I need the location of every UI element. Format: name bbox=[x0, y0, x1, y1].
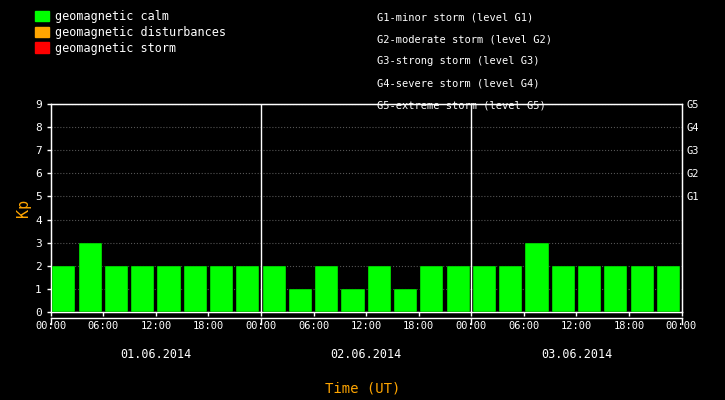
Bar bbox=[604, 266, 627, 312]
Y-axis label: Kp: Kp bbox=[16, 199, 30, 217]
Bar bbox=[289, 289, 312, 312]
Bar bbox=[315, 266, 339, 312]
Bar bbox=[262, 266, 286, 312]
Bar bbox=[394, 289, 417, 312]
Text: 03.06.2014: 03.06.2014 bbox=[541, 348, 612, 361]
Text: G2-moderate storm (level G2): G2-moderate storm (level G2) bbox=[377, 34, 552, 44]
Bar bbox=[341, 289, 365, 312]
Text: Time (UT): Time (UT) bbox=[325, 382, 400, 396]
Text: G1-minor storm (level G1): G1-minor storm (level G1) bbox=[377, 12, 534, 22]
Bar bbox=[657, 266, 680, 312]
Bar bbox=[526, 243, 549, 312]
Bar bbox=[552, 266, 575, 312]
Bar bbox=[499, 266, 522, 312]
Text: G5-extreme storm (level G5): G5-extreme storm (level G5) bbox=[377, 100, 546, 110]
Bar bbox=[631, 266, 654, 312]
Bar bbox=[183, 266, 207, 312]
Text: G4-severe storm (level G4): G4-severe storm (level G4) bbox=[377, 78, 539, 88]
Bar bbox=[420, 266, 444, 312]
Bar bbox=[52, 266, 75, 312]
Bar bbox=[368, 266, 391, 312]
Text: 02.06.2014: 02.06.2014 bbox=[331, 348, 402, 361]
Text: 01.06.2014: 01.06.2014 bbox=[120, 348, 191, 361]
Bar bbox=[105, 266, 128, 312]
Bar bbox=[210, 266, 233, 312]
Bar bbox=[473, 266, 496, 312]
Bar bbox=[578, 266, 601, 312]
Text: G3-strong storm (level G3): G3-strong storm (level G3) bbox=[377, 56, 539, 66]
Legend: geomagnetic calm, geomagnetic disturbances, geomagnetic storm: geomagnetic calm, geomagnetic disturbanc… bbox=[35, 10, 226, 55]
Bar bbox=[157, 266, 181, 312]
Bar bbox=[78, 243, 102, 312]
Bar bbox=[131, 266, 154, 312]
Bar bbox=[447, 266, 470, 312]
Bar bbox=[236, 266, 260, 312]
